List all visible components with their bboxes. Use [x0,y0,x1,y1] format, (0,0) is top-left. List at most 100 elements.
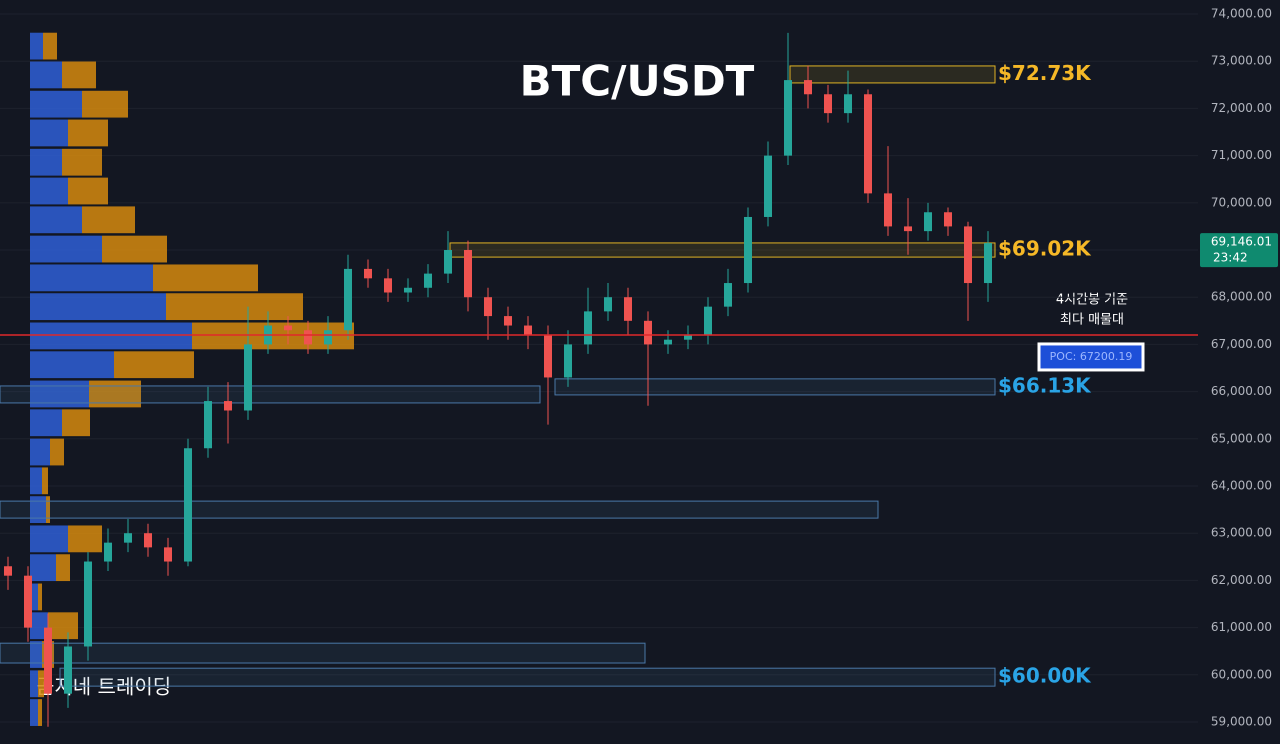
candle-body [204,401,212,449]
candle-body [724,283,732,307]
candle-body [624,297,632,321]
profile-sell [46,496,50,524]
price-tag-label: 69,146.01 [1211,235,1272,249]
candle-body [4,566,12,576]
candle-body [764,155,772,217]
profile-buy [30,177,68,205]
profile-buy [30,641,42,668]
candle-body [44,627,52,694]
y-tick-label: 67,000.00 [1211,337,1272,351]
y-tick-label: 59,000.00 [1211,715,1272,729]
candle-body [804,80,812,95]
y-tick-label: 64,000.00 [1211,479,1272,493]
candle-body [544,334,552,378]
profile-buy [30,264,153,292]
candle-body [844,94,852,114]
candle-body [704,306,712,335]
candle-body [904,226,912,232]
profile-buy [30,235,102,263]
y-tick-label: 71,000.00 [1211,148,1272,162]
profile-buy [30,409,62,437]
y-tick-label: 70,000.00 [1211,195,1272,209]
price-tag-countdown: 23:42 [1213,251,1248,265]
candle-body [284,325,292,331]
candle-body [944,212,952,227]
candle-body [504,316,512,326]
candle-body [744,216,752,284]
y-tick-label: 74,000.00 [1211,7,1272,21]
profile-sell [68,119,108,147]
candle-body [644,320,652,345]
profile-sell [68,177,108,205]
price-tag [1200,233,1278,268]
candle-body [664,339,672,345]
profile-sell [56,554,70,582]
zone [0,500,879,519]
y-tick-label: 61,000.00 [1211,620,1272,634]
y-tick-label: 65,000.00 [1211,431,1272,445]
zone [789,65,996,84]
profile-sell [114,351,194,379]
candle-body [584,311,592,345]
profile-buy [30,206,82,234]
profile-sell [38,699,42,726]
zone-label: $72.73K [998,61,1092,85]
profile-buy [30,467,42,495]
zone-label: $66.13K [998,373,1092,397]
profile-sell [166,293,303,321]
y-tick-label: 68,000.00 [1211,290,1272,304]
candle-body [164,547,172,562]
candle-body [964,226,972,284]
profile-sell [38,583,42,611]
profile-sell [153,264,258,292]
y-tick-label: 62,000.00 [1211,573,1272,587]
candle-body [364,268,372,279]
y-tick-label: 72,000.00 [1211,101,1272,115]
profile-sell [62,148,102,176]
candle-body [884,193,892,227]
y-tick-label: 63,000.00 [1211,526,1272,540]
profile-sell [82,206,135,234]
profile-buy [30,699,38,726]
y-tick-label: 73,000.00 [1211,54,1272,68]
poc-label: POC: 67200.19 [1050,350,1133,363]
profile-buy [30,32,43,60]
zone [0,385,541,404]
candle-body [484,297,492,317]
candle-body [104,542,112,562]
profile-sell [102,235,167,263]
candle-body [84,561,92,647]
candle-body [224,401,232,411]
profile-buy [30,351,114,379]
poc-box [1037,342,1145,372]
profile-sell [82,90,128,118]
profile-sell [62,409,90,437]
candle-body [244,344,252,411]
profile-sell [43,32,57,60]
candle-body [564,344,572,378]
zone [449,242,996,258]
candle-body [864,94,872,194]
profile-buy [30,293,166,321]
profile-buy [30,612,48,640]
candle-body [604,297,612,312]
chart-title: BTC/USDT [520,57,755,106]
profile-buy [30,148,62,176]
profile-sell [38,670,44,698]
profile-buy [30,90,82,118]
y-tick-label: 66,000.00 [1211,384,1272,398]
candle-body [304,330,312,345]
profile-buy [30,61,62,89]
zone [59,667,996,687]
profile-buy [30,438,50,466]
candle-body [184,448,192,562]
profile-sell [42,467,48,495]
profile-buy [30,525,68,553]
profile-sell [48,612,78,640]
candle-body [144,533,152,548]
profile-buy [30,670,38,698]
candle-body [424,273,432,288]
zone-label: $60.00K [998,664,1092,688]
